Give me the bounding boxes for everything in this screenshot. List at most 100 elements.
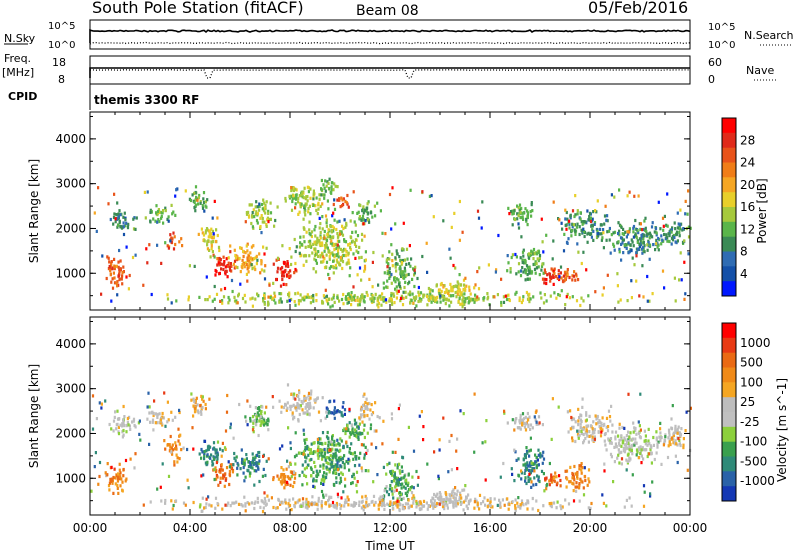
velocity-cell	[204, 407, 207, 411]
velocity-cell	[296, 402, 299, 406]
power-cell	[571, 229, 574, 233]
power-cell	[552, 269, 555, 273]
power-cell	[336, 232, 339, 236]
velocity-cell	[343, 501, 347, 505]
power-cell	[304, 197, 307, 201]
velocity-cell	[298, 406, 301, 410]
velocity-cell	[560, 507, 563, 511]
velocity-cell	[341, 456, 344, 460]
power-cell	[302, 217, 305, 221]
velocity-cell	[319, 448, 322, 452]
power-cell	[314, 270, 318, 274]
velocity-cell	[396, 466, 399, 470]
velocity-cell	[393, 489, 396, 493]
power-cell	[156, 209, 160, 214]
power-cell	[477, 287, 481, 291]
power-cell	[299, 235, 302, 239]
power-cell	[263, 302, 266, 306]
velocity-cell	[258, 450, 261, 455]
velocity-cell	[485, 419, 488, 423]
velocity-cell	[154, 421, 157, 425]
colorbar-swatch	[722, 162, 736, 178]
colorbar-swatch	[722, 456, 736, 472]
velocity-cell	[623, 436, 626, 440]
velocity-cell	[249, 471, 252, 475]
velocity-cell	[383, 494, 386, 498]
power-cell	[522, 295, 525, 299]
power-cell	[626, 194, 629, 198]
power-cell	[438, 288, 441, 292]
power-cell	[518, 296, 521, 300]
power-cell	[247, 254, 251, 258]
power-cell	[405, 247, 409, 251]
power-cell	[631, 256, 634, 260]
velocity-cell	[522, 463, 525, 467]
velocity-cell	[399, 492, 402, 496]
power-cell	[526, 214, 529, 218]
velocity-cell	[190, 392, 193, 396]
velocity-cell	[253, 457, 256, 461]
velocity-cell	[177, 439, 180, 443]
velocity-cell	[618, 422, 621, 426]
power-cell	[255, 254, 258, 258]
velocity-cell	[535, 420, 538, 424]
velocity-cell	[117, 476, 120, 480]
velocity-cell	[148, 405, 151, 409]
velocity-cell	[381, 498, 384, 502]
velocity-cell	[220, 454, 223, 458]
velocity-cell	[501, 498, 504, 502]
power-cell	[393, 278, 396, 282]
power-cell	[432, 296, 435, 301]
velocity-cell	[689, 406, 692, 410]
power-cell	[287, 292, 290, 297]
velocity-cell	[359, 431, 362, 435]
velocity-cell	[356, 425, 359, 429]
velocity-cell	[257, 433, 260, 438]
power-cell	[211, 229, 214, 233]
power-cell	[323, 196, 326, 200]
power-cell	[227, 256, 230, 260]
power-cell	[251, 225, 254, 229]
velocity-cell	[355, 457, 358, 461]
colorbar-swatch	[722, 281, 736, 297]
velocity-cell	[411, 496, 414, 500]
velocity-cell	[224, 472, 227, 476]
power-cell	[511, 209, 514, 213]
power-cell	[232, 262, 235, 266]
power-cell	[531, 252, 534, 256]
power-cell	[468, 285, 471, 289]
velocity-cell	[330, 411, 333, 415]
velocity-cell	[396, 499, 399, 503]
velocity-cell	[115, 427, 118, 431]
velocity-cell	[525, 466, 528, 470]
velocity-cell	[378, 416, 381, 420]
power-cell	[116, 201, 119, 205]
power-cell	[294, 187, 297, 191]
velocity-cell	[326, 456, 329, 460]
power-cell	[508, 298, 511, 303]
power-cell	[194, 198, 197, 202]
power-cell	[502, 300, 506, 304]
power-cell	[194, 209, 197, 213]
velocity-cell	[534, 453, 537, 457]
power-cell	[286, 299, 289, 303]
power-cell	[328, 186, 331, 191]
power-cell	[349, 247, 352, 252]
power-cell	[601, 236, 604, 240]
power-cell	[302, 263, 305, 267]
velocity-cell	[532, 483, 535, 487]
velocity-cell	[252, 460, 255, 464]
power-cell	[300, 192, 303, 196]
power-cell	[363, 234, 366, 238]
power-cell	[195, 195, 198, 199]
velocity-cell	[381, 494, 384, 499]
power-cell	[552, 282, 555, 286]
velocity-cell	[347, 457, 350, 461]
velocity-cell	[225, 466, 229, 470]
velocity-cell	[299, 404, 302, 408]
velocity-cell	[223, 446, 227, 450]
power-cell	[410, 257, 413, 261]
velocity-cell	[614, 437, 617, 441]
velocity-cell	[650, 461, 653, 465]
velocity-cell	[308, 412, 311, 416]
